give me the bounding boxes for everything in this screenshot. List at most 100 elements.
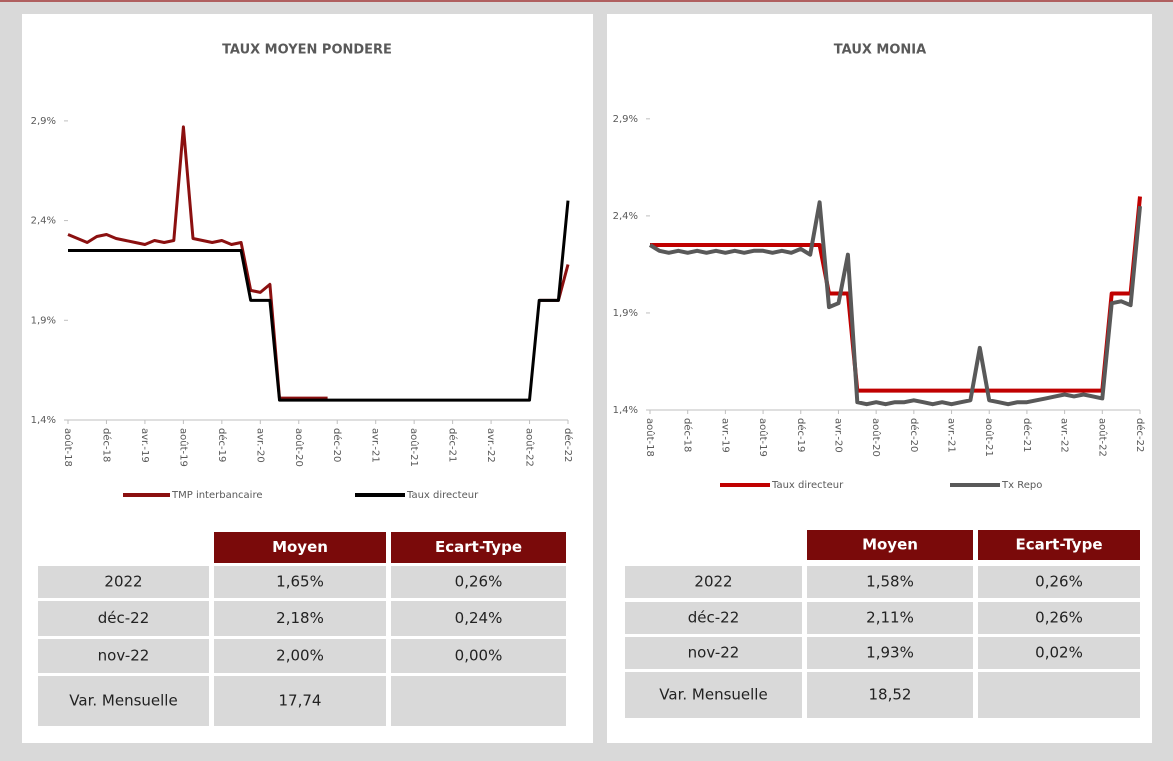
- x-tick-label: déc-19: [216, 428, 228, 462]
- cell-text: Var. Mensuelle: [659, 686, 767, 704]
- y-tick-label: 2,9%: [613, 114, 638, 125]
- y-tick-label: 2,4%: [31, 216, 56, 227]
- x-tick-label: déc-19: [795, 418, 807, 452]
- x-tick-label: avr.-20: [832, 418, 843, 453]
- table-cell: [625, 637, 802, 669]
- table-cell: [807, 672, 973, 718]
- x-tick-label: août-21: [983, 418, 995, 457]
- cell-text: 2,00%: [276, 647, 324, 665]
- table-cell: [214, 601, 386, 636]
- x-tick-label: déc-22: [562, 428, 574, 462]
- x-tick-label: août-21: [408, 428, 420, 467]
- top-rule: [0, 0, 1173, 2]
- x-tick-label: août-22: [524, 428, 536, 467]
- cell-text: 2022: [104, 573, 142, 591]
- x-tick-label: déc-21: [1021, 418, 1033, 452]
- cell-text: 0,02%: [1035, 644, 1083, 662]
- table-cell: [978, 637, 1140, 669]
- x-tick-label: déc-18: [682, 418, 694, 452]
- table-cell: [807, 566, 973, 598]
- cell-text: déc-22: [688, 609, 740, 627]
- cell-text: 2022: [694, 573, 732, 591]
- x-tick-label: août-22: [1096, 418, 1108, 457]
- x-tick-label: août-18: [644, 418, 656, 457]
- table-cell: [978, 672, 1140, 718]
- x-tick-label: avr.-21: [370, 428, 381, 463]
- header-cell: [391, 532, 566, 563]
- cell-text: 0,26%: [1035, 573, 1083, 591]
- table-cell: [625, 602, 802, 634]
- table-cell: [391, 676, 566, 726]
- series-line: [648, 200, 1142, 407]
- chart-title: TAUX MOYEN PONDERE: [222, 43, 392, 58]
- header-text: Ecart-Type: [1016, 536, 1103, 554]
- legend-label: Taux directeur: [406, 490, 479, 501]
- table-cell: [214, 639, 386, 673]
- series-line: [68, 200, 570, 402]
- table-cell: [38, 566, 209, 598]
- cell-text: 2,11%: [866, 609, 914, 627]
- header-cell: [807, 530, 973, 560]
- table-cell: [807, 602, 973, 634]
- y-tick-label: 1,9%: [31, 315, 56, 326]
- table-cell: [625, 566, 802, 598]
- cell-text: 0,26%: [455, 573, 503, 591]
- cell-text: 2,18%: [276, 609, 324, 627]
- cell-text: 1,58%: [866, 573, 914, 591]
- header-cell: [978, 530, 1140, 560]
- table-cell: [391, 566, 566, 598]
- table-cell: [391, 639, 566, 673]
- chart-title: TAUX MONIA: [834, 43, 926, 58]
- table-cell: [38, 639, 209, 673]
- table-cell: [214, 566, 386, 598]
- table-cell: [978, 566, 1140, 598]
- table-cell: [214, 676, 386, 726]
- cell-text: déc-22: [98, 609, 150, 627]
- cell-text: Var. Mensuelle: [69, 692, 177, 710]
- x-tick-label: déc-21: [447, 428, 459, 462]
- x-tick-label: avr.-19: [719, 418, 730, 453]
- cell-text: 0,26%: [1035, 609, 1083, 627]
- legend-label: TMP interbancaire: [171, 490, 263, 501]
- x-tick-label: août-20: [870, 418, 882, 457]
- y-tick-label: 1,4%: [31, 415, 56, 426]
- table-cell: [38, 601, 209, 636]
- cell-text: 1,65%: [276, 573, 324, 591]
- y-tick-label: 1,9%: [613, 308, 638, 319]
- header-text: Ecart-Type: [435, 538, 522, 556]
- x-tick-label: avr.-21: [946, 418, 957, 453]
- header-text: Moyen: [272, 538, 328, 556]
- x-tick-label: avr.-22: [485, 428, 496, 463]
- x-tick-label: août-19: [757, 418, 769, 457]
- x-tick-label: août-20: [293, 428, 305, 467]
- cell-text: 0,24%: [455, 609, 503, 627]
- x-tick-label: déc-22: [1134, 418, 1146, 452]
- x-tick-label: avr.-19: [139, 428, 150, 463]
- table-cell: [978, 602, 1140, 634]
- table-cell: [391, 601, 566, 636]
- header-cell: [214, 532, 386, 563]
- y-tick-label: 1,4%: [613, 405, 638, 416]
- x-tick-label: avr.-22: [1059, 418, 1070, 453]
- cell-text: 0,00%: [455, 647, 503, 665]
- cell-text: nov-22: [98, 647, 150, 665]
- cell-text: nov-22: [688, 644, 740, 662]
- table-cell: [807, 637, 973, 669]
- x-tick-label: avr.-20: [254, 428, 265, 463]
- y-tick-label: 2,4%: [613, 211, 638, 222]
- cell-text: 18,52: [869, 686, 912, 704]
- legend-label: Tx Repo: [1001, 480, 1042, 491]
- cell-text: 17,74: [279, 692, 322, 710]
- x-tick-label: déc-18: [100, 428, 112, 462]
- table-cell: [38, 676, 209, 726]
- x-tick-label: août-19: [177, 428, 189, 467]
- x-tick-label: déc-20: [331, 428, 343, 462]
- header-text: Moyen: [862, 536, 918, 554]
- x-tick-label: déc-20: [908, 418, 920, 452]
- y-tick-label: 2,9%: [31, 116, 56, 127]
- table-cell: [625, 672, 802, 718]
- series-line: [650, 196, 1142, 393]
- legend-label: Taux directeur: [771, 480, 844, 491]
- cell-text: 1,93%: [866, 644, 914, 662]
